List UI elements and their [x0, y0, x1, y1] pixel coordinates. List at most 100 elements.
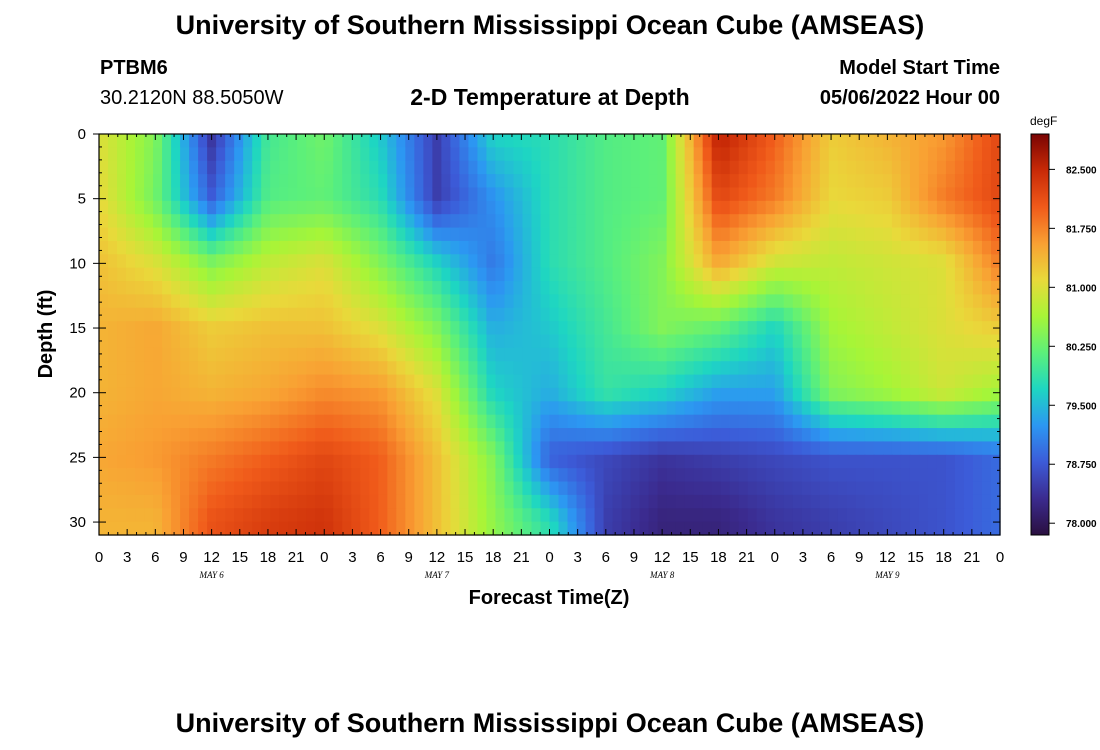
heatmap-cell: [126, 508, 136, 523]
heatmap-cell: [972, 334, 983, 349]
heatmap-cell: [342, 468, 352, 483]
heatmap-cell: [468, 374, 479, 389]
heatmap-cell: [756, 147, 767, 162]
heatmap-cell: [180, 494, 190, 509]
heatmap-cell: [945, 334, 956, 349]
heatmap-cell: [522, 334, 533, 349]
heatmap-cell: [225, 387, 235, 402]
heatmap-cell: [243, 441, 253, 456]
heatmap-cell: [594, 200, 605, 215]
heatmap-cell: [405, 240, 415, 255]
heatmap-cell: [864, 254, 875, 269]
x-tick-label: 12: [654, 549, 671, 566]
heatmap-cell: [441, 361, 451, 376]
heatmap-cell: [387, 307, 397, 322]
heatmap-cell: [918, 240, 929, 255]
heatmap-cell: [144, 468, 154, 483]
heatmap-cell: [855, 441, 866, 456]
heatmap-cell: [531, 254, 542, 269]
heatmap-cell: [468, 508, 479, 523]
heatmap-cell: [225, 160, 235, 175]
heatmap-cell: [684, 160, 695, 175]
heatmap-cell: [729, 187, 740, 202]
heatmap-cell: [342, 481, 352, 496]
heatmap-cell: [144, 134, 154, 148]
heatmap-cell: [198, 334, 208, 349]
heatmap-cell: [990, 468, 1001, 483]
heatmap-cell: [324, 321, 334, 336]
heatmap-cell: [396, 481, 406, 496]
heatmap-cell: [846, 254, 857, 269]
heatmap-cell: [531, 521, 542, 536]
heatmap-cell: [720, 227, 731, 242]
heatmap-cell: [558, 387, 569, 402]
heatmap-cell: [747, 267, 758, 282]
heatmap-cell: [594, 334, 605, 349]
heatmap-cell: [189, 387, 199, 402]
heatmap-cell: [792, 441, 803, 456]
heatmap-cell: [621, 361, 632, 376]
heatmap-cell: [315, 147, 325, 162]
heatmap-cell: [657, 414, 668, 429]
heatmap-cell: [243, 174, 253, 189]
heatmap-cell: [288, 361, 298, 376]
heatmap-cell: [702, 454, 713, 469]
heatmap-cell: [522, 214, 533, 229]
heatmap-cell: [603, 401, 614, 416]
heatmap-cell: [486, 321, 497, 336]
heatmap-cell: [387, 187, 397, 202]
heatmap-cell: [567, 454, 578, 469]
heatmap-cell: [135, 414, 145, 429]
heatmap-cell: [738, 227, 749, 242]
heatmap-cell: [558, 521, 569, 536]
heatmap-cell: [972, 321, 983, 336]
heatmap-cell: [594, 521, 605, 536]
heatmap-cell: [450, 347, 460, 362]
heatmap-cell: [315, 240, 325, 255]
heatmap-cell: [252, 454, 262, 469]
heatmap-cell: [126, 187, 136, 202]
heatmap-cell: [729, 240, 740, 255]
heatmap-cell: [468, 454, 479, 469]
heatmap-cell: [702, 240, 713, 255]
heatmap-cell: [612, 267, 623, 282]
heatmap-cell: [459, 281, 470, 295]
heatmap-cell: [909, 174, 920, 189]
heatmap-cell: [540, 200, 551, 215]
heatmap-cell: [459, 147, 470, 162]
heatmap-cell: [252, 414, 262, 429]
colorbar-tick-label: 78.750: [1066, 460, 1097, 471]
heatmap-cell: [783, 174, 794, 189]
heatmap-cell: [936, 441, 947, 456]
heatmap-cell: [450, 414, 460, 429]
heatmap-cell: [873, 254, 884, 269]
heatmap-cell: [774, 428, 785, 443]
heatmap-cell: [333, 414, 343, 429]
heatmap-cell: [594, 134, 605, 148]
heatmap-cell: [414, 521, 424, 536]
heatmap-cell: [720, 187, 731, 202]
heatmap-cell: [414, 334, 424, 349]
heatmap-cell: [603, 174, 614, 189]
x-tick-label: 18: [710, 549, 727, 566]
heatmap-cell: [855, 214, 866, 229]
heatmap-cell: [180, 374, 190, 389]
heatmap-cell: [918, 521, 929, 536]
heatmap-cell: [729, 481, 740, 496]
heatmap-cell: [225, 321, 235, 336]
heatmap-cell: [234, 454, 244, 469]
heatmap-cell: [765, 347, 776, 362]
heatmap-cell: [963, 281, 974, 295]
heatmap-cell: [792, 521, 803, 536]
heatmap-cell: [432, 347, 442, 362]
heatmap-cell: [774, 174, 785, 189]
heatmap-cell: [468, 267, 479, 282]
heatmap-cell: [162, 254, 172, 269]
heatmap-cell: [162, 281, 172, 295]
heatmap-cell: [315, 361, 325, 376]
heatmap-cell: [450, 494, 460, 509]
heatmap-cell: [261, 187, 271, 202]
heatmap-cell: [567, 441, 578, 456]
heatmap-cell: [117, 374, 127, 389]
heatmap-cell: [234, 347, 244, 362]
